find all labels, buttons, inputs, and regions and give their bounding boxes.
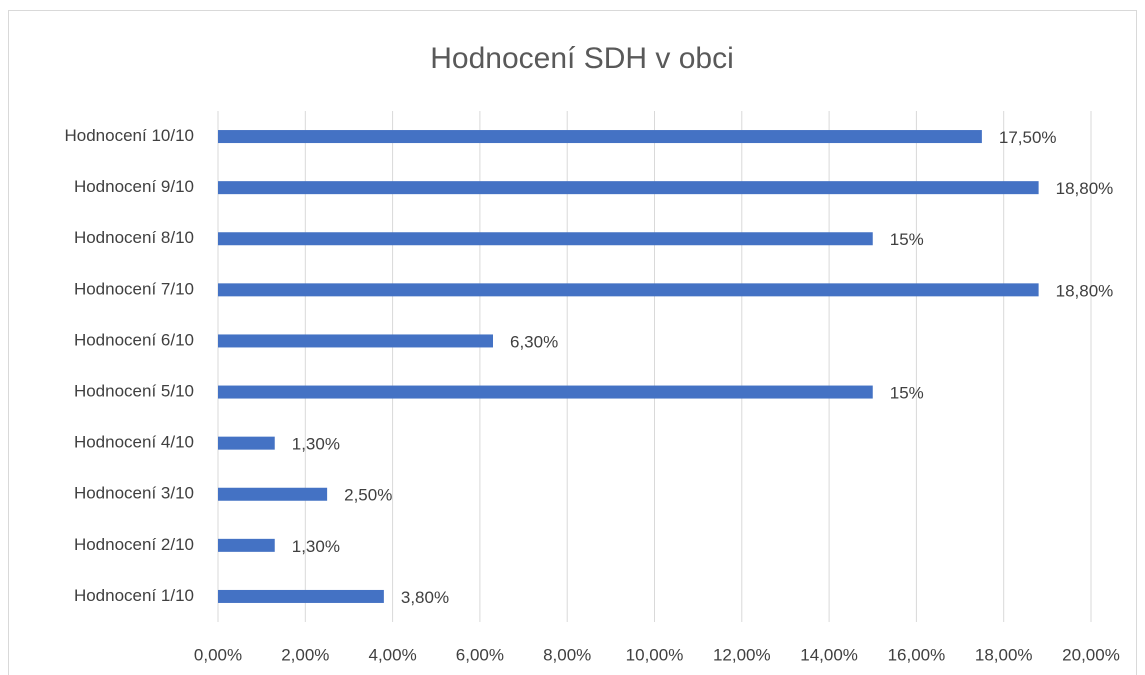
x-tick-label: 8,00% — [543, 645, 591, 664]
chart-frame — [8, 10, 1137, 675]
y-tick-label: Hodnocení 1/10 — [74, 586, 194, 605]
bar — [218, 232, 873, 246]
y-tick-label: Hodnocení 10/10 — [65, 126, 195, 145]
chart-title: Hodnocení SDH v obci — [430, 42, 734, 75]
y-tick-label: Hodnocení 6/10 — [74, 330, 194, 349]
value-label: 1,30% — [292, 435, 340, 454]
x-tick-label: 12,00% — [713, 645, 771, 664]
x-tick-label: 18,00% — [975, 645, 1033, 664]
bar — [218, 181, 1039, 195]
x-tick-label: 10,00% — [626, 645, 684, 664]
bar — [218, 385, 873, 399]
value-label: 15% — [890, 384, 924, 403]
value-label: 15% — [890, 230, 924, 249]
bar — [218, 538, 275, 552]
bar — [218, 589, 384, 603]
bar — [218, 436, 275, 450]
x-tick-label: 0,00% — [194, 645, 242, 664]
x-tick-label: 20,00% — [1062, 645, 1120, 664]
bar — [218, 487, 328, 501]
value-label: 17,50% — [999, 128, 1057, 147]
bar — [218, 130, 982, 144]
value-label: 18,80% — [1056, 179, 1114, 198]
y-tick-label: Hodnocení 9/10 — [74, 177, 194, 196]
y-tick-label: Hodnocení 7/10 — [74, 279, 194, 298]
bar — [218, 283, 1039, 297]
y-tick-label: Hodnocení 8/10 — [74, 228, 194, 247]
y-tick-label: Hodnocení 2/10 — [74, 535, 194, 554]
x-tick-label: 16,00% — [888, 645, 946, 664]
x-tick-label: 4,00% — [368, 645, 416, 664]
value-label: 3,80% — [401, 588, 449, 607]
value-label: 18,80% — [1056, 281, 1114, 300]
x-tick-label: 6,00% — [456, 645, 504, 664]
x-tick-label: 14,00% — [800, 645, 858, 664]
value-label: 6,30% — [510, 332, 558, 351]
value-label: 1,30% — [292, 537, 340, 556]
value-label: 2,50% — [344, 486, 392, 505]
bar — [218, 334, 493, 348]
y-tick-label: Hodnocení 5/10 — [74, 382, 194, 401]
x-tick-label: 2,00% — [281, 645, 329, 664]
y-tick-label: Hodnocení 3/10 — [74, 484, 194, 503]
y-tick-label: Hodnocení 4/10 — [74, 433, 194, 452]
